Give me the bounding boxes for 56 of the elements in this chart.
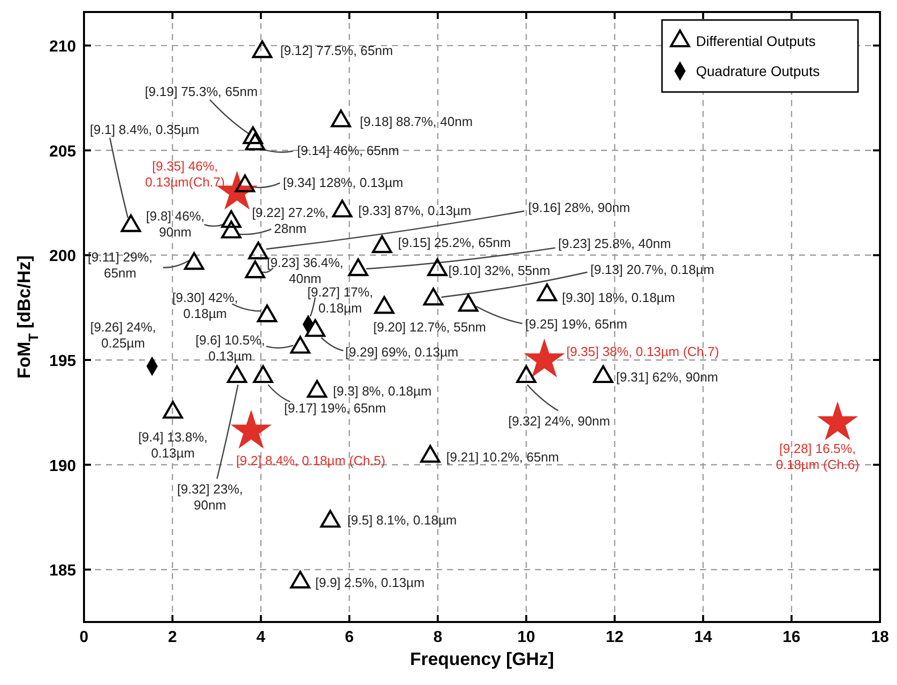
annotation: [9.11] 29%, 65nm [88,250,153,281]
y-tick-label: 195 [49,352,76,370]
y-tick-label: 205 [49,143,76,160]
y-tick-label: 210 [49,38,76,56]
annotation: [9.29] 69%, 0.13µm [345,344,458,360]
annotation: [9.28] 16.5%, 0.18µm (Ch.6) [776,440,860,472]
annotation: [9.14] 46%, 65nm [297,143,400,158]
annotation: [9.6] 10.5%, 0.13µm [196,332,265,364]
annotation: [9.27] 17%, 0.18µm [307,284,374,316]
annotation: [9.2] 8.4%, 0.18µm (Ch.5) [236,453,386,468]
x-tick-label: 18 [871,629,889,646]
annotation: [9.18] 88.7%, 40nm [360,114,473,130]
annotation: [9.19] 75.3%, 65nm [144,84,258,99]
annotation: [9.8] 46%, 90nm [146,208,205,240]
annotation: [9.10] 32%, 55nm [448,262,550,278]
x-tick-label: 10 [517,629,536,646]
annotation: [9.26] 24%, 0.25µm [90,319,156,350]
y-tick-label: 190 [49,458,76,475]
annotation: [9.15] 25.2%, 65nm [398,234,511,250]
annotation: [9.22] 27.2%, 28nm [252,205,329,236]
annotation: [9.20] 12.7%, 55nm [373,320,486,335]
y-tick-label: 185 [49,562,76,580]
annotation: [9.32] 23%, 90nm [177,482,243,513]
y-tick-label: 200 [49,248,76,266]
annotation: [9.35] 46%, 0.13µm(Ch.7) [145,158,225,190]
annotation: [9.13] 20.7%, 0.18µm [590,262,714,278]
legend-label: Differential Outputs [696,33,816,49]
annotation: [9.23] 36.4%, 40nm [266,254,344,286]
annotation: [9.32] 24%, 90nm [508,414,610,429]
annotation: [9.23] 25.8%, 40nm [558,236,671,251]
annotation: [9.35] 38%, 0.13µm (Ch.7) [566,344,720,359]
annotation: [9.5] 8.1%, 0.18µm [347,512,457,528]
x-tick-label: 6 [344,629,354,646]
annotation: [9.21] 10.2%, 65nm [446,449,560,464]
annotation: [9.33] 87%, 0.13µm [358,203,472,218]
x-tick-label: 2 [168,629,177,646]
annotation: [9.4] 13.8%, 0.13µm [138,429,208,460]
x-tick-label: 14 [694,629,712,646]
x-axis-title: Frequency [GHz] [410,649,554,669]
annotation: [9.31] 62%, 90nm [616,370,718,385]
x-tick-label: 0 [80,629,89,646]
annotation: [9.16] 28%, 90nm [528,200,630,216]
annotation: [9.30] 42%, 0.18µm [172,290,238,321]
annotation: [9.34] 128%, 0.13µm [282,174,404,190]
annotation: [9.9] 2.5%, 0.13µm [315,575,425,590]
annotation: [9.17] 19%, 65nm [284,400,386,416]
annotation: [9.12] 77.5%, 65nm [280,42,393,58]
x-tick-label: 16 [782,629,801,646]
annotation: [9.1] 8.4%, 0.35µm [90,122,200,137]
x-tick-label: 12 [606,629,624,646]
legend-label: Quadrature Outputs [696,63,820,79]
x-tick-label: 4 [256,629,266,646]
annotation: [9.3] 8%, 0.18µm [333,383,432,398]
annotation: [9.30] 18%, 0.18µm [562,290,676,305]
annotation: [9.25] 19%, 65nm [525,316,628,332]
x-tick-label: 8 [433,629,442,646]
